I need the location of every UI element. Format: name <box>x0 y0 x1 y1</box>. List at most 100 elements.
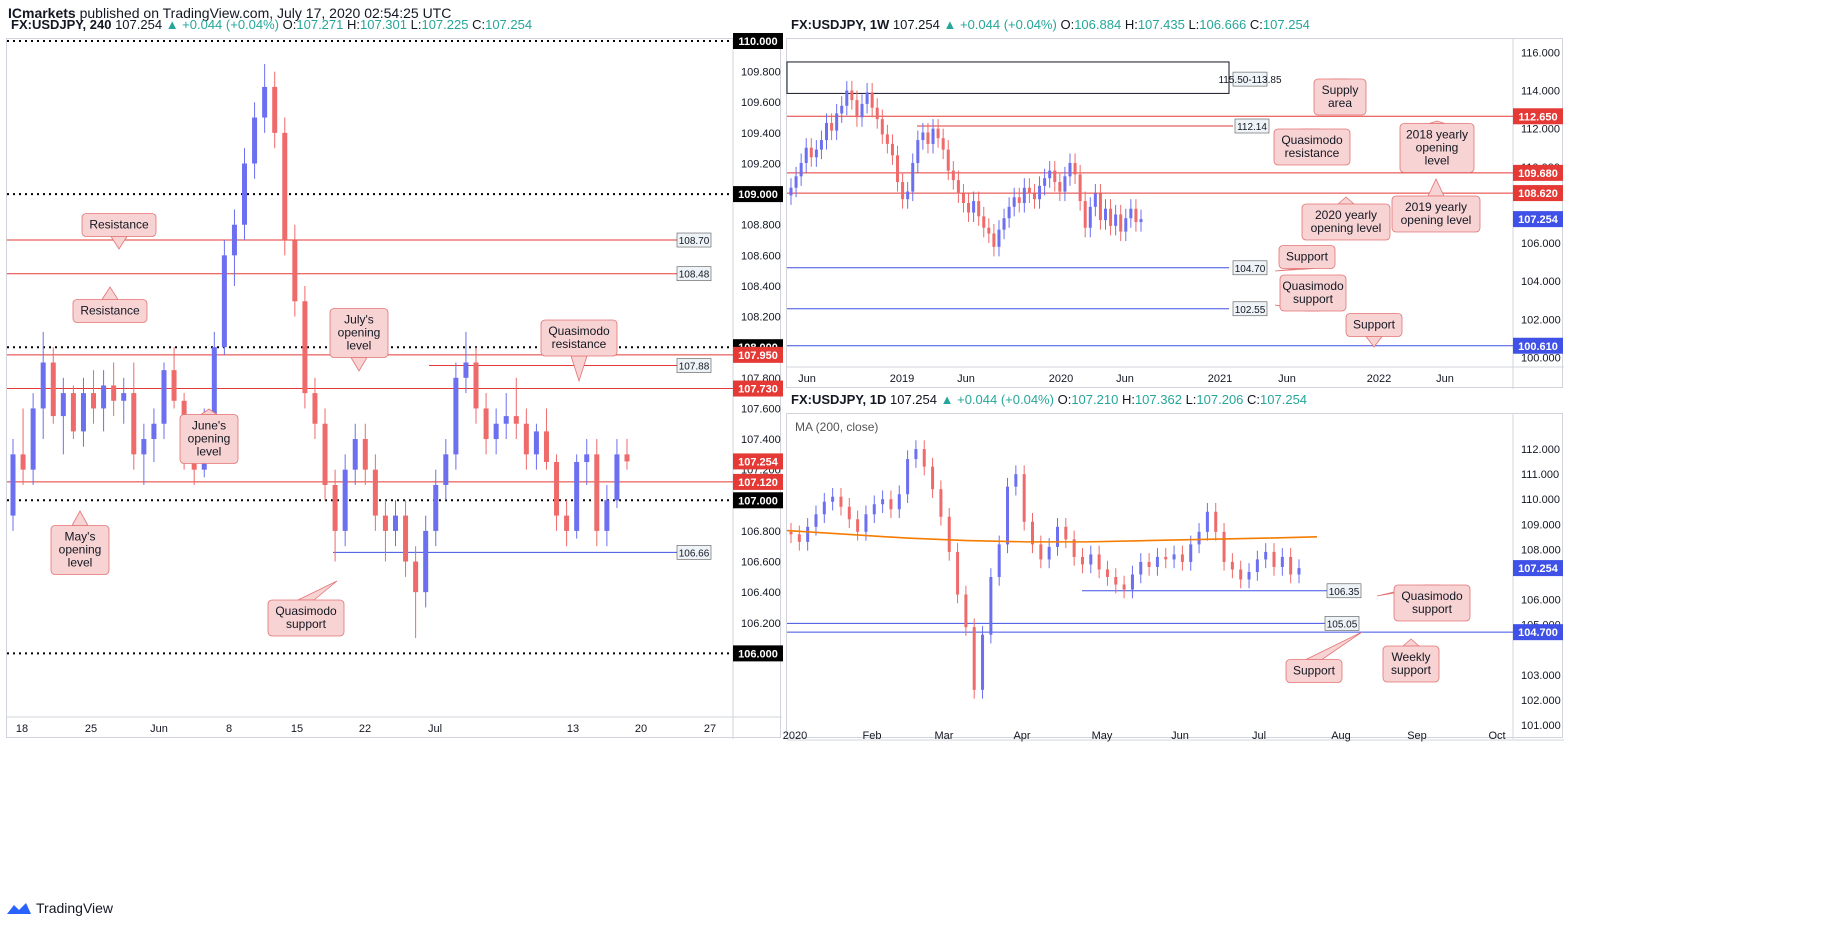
candle-body <box>814 514 818 527</box>
tradingview-logo-icon <box>7 903 31 914</box>
candle-body <box>982 216 986 228</box>
candle-body <box>914 449 918 460</box>
callout-2018-yearly-box <box>1399 123 1475 173</box>
h4-price: 107.254 <box>115 17 163 32</box>
callout-quasimodo-resistance: resistance <box>552 337 607 351</box>
y-tick-label: 106.200 <box>741 618 781 630</box>
callout-mays-opening: May's <box>65 530 96 544</box>
candle-body <box>554 462 560 516</box>
callout-quasimodo-support-box <box>267 599 345 637</box>
red-level-axis-label-bg <box>1513 164 1563 181</box>
candle-body <box>624 454 630 462</box>
callout-resistance-2-pointer <box>101 286 119 300</box>
x-tick-label: 22 <box>359 723 371 735</box>
candle-body <box>362 439 368 470</box>
weekly-change: ▲ +0.044 (+0.04%) <box>943 17 1057 32</box>
supply-area-box <box>786 61 1230 94</box>
candle-body <box>794 176 798 188</box>
x-tick-label: 25 <box>85 723 97 735</box>
y-tick-label: 109.000 <box>1521 519 1561 531</box>
candle-body <box>1129 208 1133 219</box>
candle-body <box>413 561 419 593</box>
weekly-chart-svg: 116.000114.000112.000110.000106.000104.0… <box>786 39 1564 389</box>
candle-body <box>1088 206 1092 228</box>
candle-body <box>10 454 16 516</box>
candle-body <box>231 224 237 256</box>
candle-body <box>840 105 844 114</box>
x-tick-label: Jun <box>150 723 168 735</box>
callout-july-opening: July's <box>344 313 374 327</box>
callout-2020-yearly-box <box>1301 203 1391 241</box>
candle-body <box>533 431 539 455</box>
callout-2020-yearly-pointer <box>1336 196 1356 205</box>
callout-quasimodo-support: Quasimodo <box>275 604 337 618</box>
callout-quasimodo-support: support <box>1412 602 1453 616</box>
h4-o-label: O: <box>282 17 297 32</box>
round-number-axis-label-bg <box>733 645 783 662</box>
callout-quasimodo-support: Quasimodo <box>1401 589 1463 603</box>
candle-body <box>880 119 884 135</box>
candle-body <box>831 496 835 502</box>
callout-resistance-1: Resistance <box>89 218 149 232</box>
y-tick-label: 101.000 <box>1521 720 1561 732</box>
candle-body <box>870 92 874 108</box>
blue-level-axis-label: 100.610 <box>1518 341 1558 353</box>
candle-body <box>951 170 955 181</box>
candle-body <box>1072 539 1076 557</box>
callout-june-opening: level <box>197 445 222 459</box>
candle-body <box>1109 208 1113 226</box>
candle-body <box>614 454 620 501</box>
publish-header: ICmarkets published on TradingView.com, … <box>8 4 451 22</box>
candle-body <box>242 163 248 225</box>
level-tag-box <box>676 232 712 248</box>
round-number-axis-label-bg <box>733 33 783 49</box>
x-tick-label: 2020 <box>1049 373 1073 385</box>
x-tick-label: 2022 <box>1367 373 1391 385</box>
candle-body <box>523 423 529 455</box>
candle-body <box>981 634 985 690</box>
y-tick-label: 109.200 <box>741 158 781 170</box>
y-tick-label: 109.600 <box>741 97 781 109</box>
callout-support-2-box <box>1345 313 1403 337</box>
level-tag-box <box>1232 301 1268 317</box>
candle-body <box>1080 556 1084 565</box>
red-level-axis-label: 112.650 <box>1518 111 1557 123</box>
candle-body <box>322 423 328 485</box>
candle-body <box>1014 474 1018 487</box>
candle-body <box>881 499 885 505</box>
candle-body <box>1078 174 1082 202</box>
candle-body <box>1032 193 1036 200</box>
ma-200-line <box>786 529 1318 543</box>
callout-support: Support <box>1286 250 1329 264</box>
candle-body <box>1097 554 1101 570</box>
round-number-axis-label-bg <box>733 186 783 203</box>
candle-body <box>252 117 258 164</box>
candle-body <box>80 393 86 432</box>
candle-body <box>503 416 509 424</box>
weekly-chart-panel[interactable]: FX:USDJPY, 1W 107.254 ▲ +0.044 (+0.04%) … <box>786 17 1564 389</box>
callout-weekly-support-pointer <box>1401 638 1421 647</box>
candle-body <box>1289 556 1293 575</box>
candle-body <box>141 439 147 455</box>
callout-2020-yearly: 2020 yearly <box>1315 208 1377 222</box>
candle-body <box>1073 162 1077 175</box>
candle-body <box>483 408 489 440</box>
candle-body <box>1031 521 1035 545</box>
y-tick-label: 106.600 <box>741 557 781 569</box>
candle-body <box>856 519 860 532</box>
level-tag: 104.70 <box>1235 264 1266 275</box>
tradingview-logo[interactable]: TradingView <box>6 900 113 916</box>
h4-h-label: H: <box>347 17 360 32</box>
candle-body <box>1297 568 1301 575</box>
candle-body <box>1064 526 1068 540</box>
candle-body <box>584 454 590 463</box>
callout-mays-opening: level <box>68 556 93 570</box>
x-tick-label: Jun <box>1278 373 1296 385</box>
candle-body <box>1012 197 1016 207</box>
callout-mays-opening-box <box>50 525 110 575</box>
candle-body <box>825 122 829 141</box>
red-level-axis-label: 108.620 <box>1518 188 1558 200</box>
daily-chart-panel[interactable]: FX:USDJPY, 1D 107.254 ▲ +0.044 (+0.04%) … <box>783 392 1564 742</box>
candle-body <box>1134 208 1138 223</box>
h4-chart-panel[interactable]: FX:USDJPY, 240 107.254 ▲ +0.044 (+0.04%)… <box>6 17 783 739</box>
